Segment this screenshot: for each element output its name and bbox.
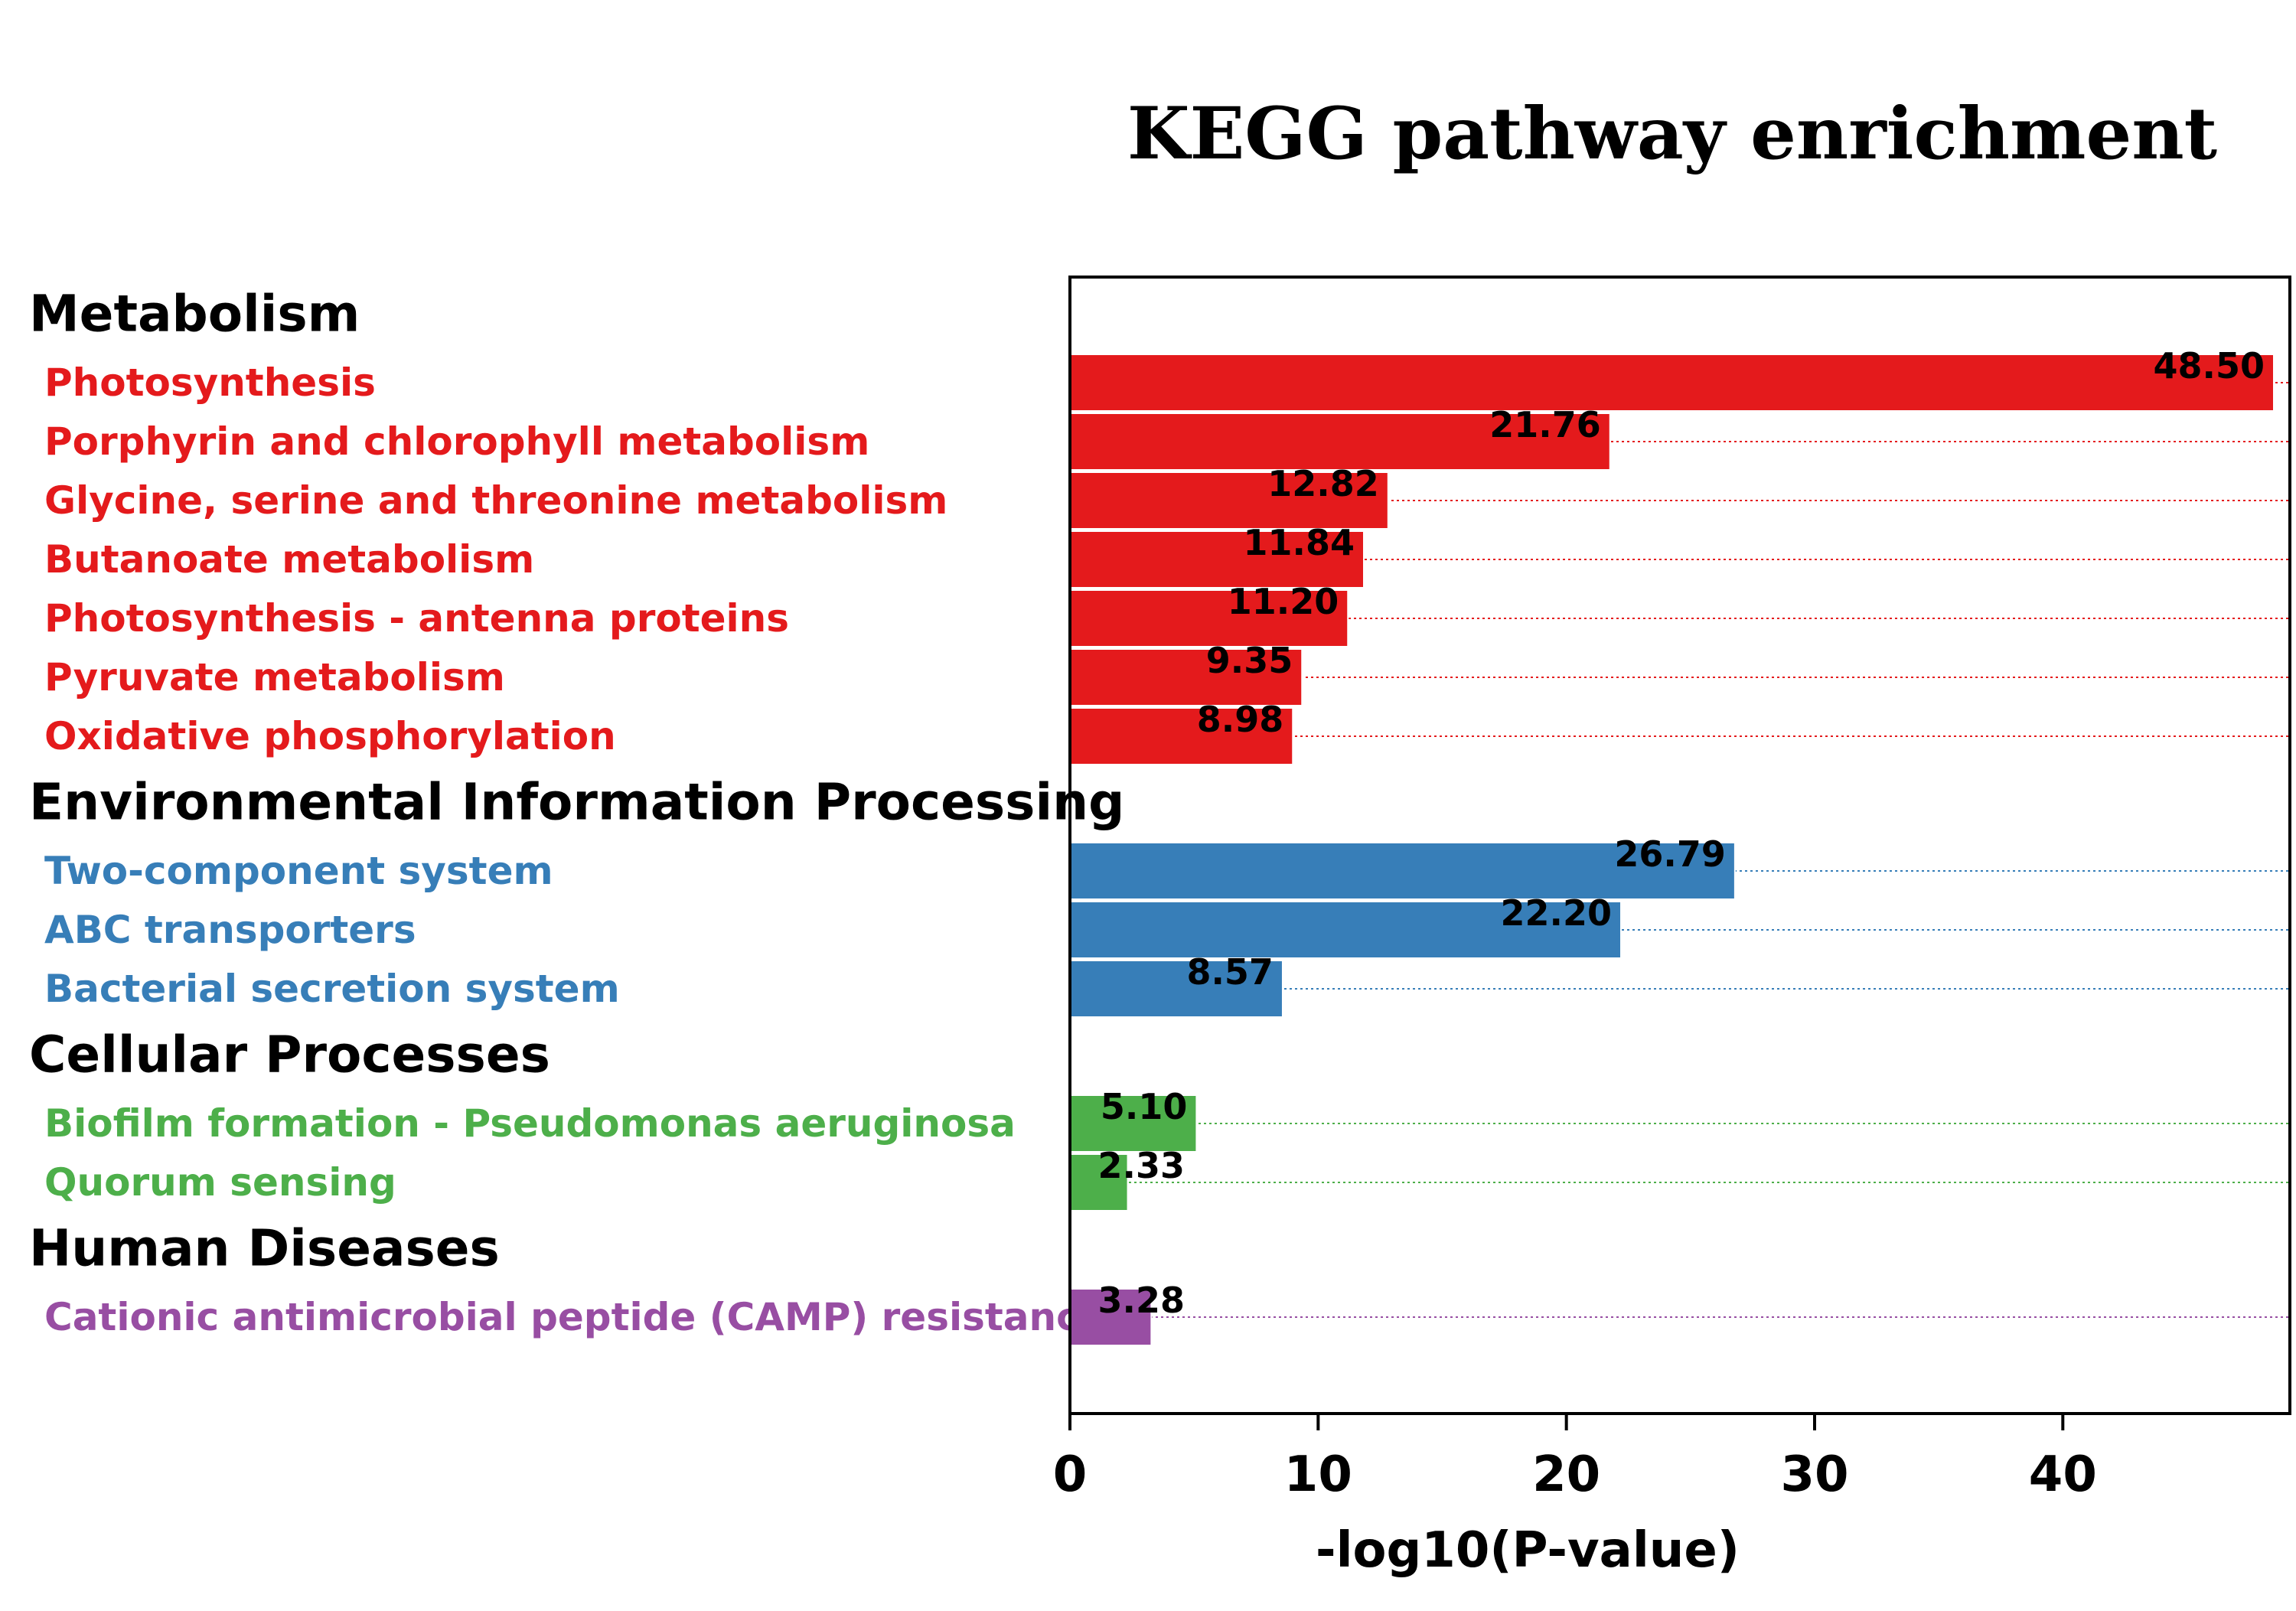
value-label: 12.82	[1267, 463, 1379, 504]
value-label: 11.20	[1228, 581, 1339, 622]
group-header: Human Diseases	[29, 1219, 500, 1278]
value-label: 26.79	[1614, 833, 1726, 875]
category-label: Biofilm formation - Pseudomonas aerugino…	[44, 1101, 1016, 1146]
value-label: 2.33	[1098, 1145, 1186, 1186]
category-label: Butanoate metabolism	[44, 537, 534, 582]
category-label: Glycine, serine and threonine metabolism	[44, 478, 947, 523]
x-tick-label: 30	[1780, 1446, 1848, 1503]
category-label: Cationic antimicrobial peptide (CAMP) re…	[44, 1295, 1105, 1339]
category-labels: Metabolism Photosynthesis Porphyrin and ch…	[29, 285, 1124, 1340]
bar	[1069, 1153, 1129, 1212]
category-label: Oxidative phosphorylation	[44, 714, 616, 758]
category-label: ABC transporters	[44, 908, 416, 952]
value-label: 11.84	[1243, 522, 1355, 563]
plot-frame	[1068, 276, 2291, 1415]
value-label: 8.57	[1186, 951, 1274, 993]
value-labels: 48.50 21.76 12.82 11.84 11.20 9.35 8.98 26.7922…	[1098, 345, 2265, 1321]
x-axis: 0 10 20 30 40	[1053, 1414, 2097, 1503]
group-header: Environmental Information Processing	[29, 773, 1124, 832]
bar	[1069, 589, 1349, 647]
x-tick-label: 10	[1284, 1446, 1352, 1503]
bar	[1069, 471, 1389, 530]
value-label: 22.20	[1500, 892, 1612, 934]
category-label: Photosynthesis	[44, 360, 376, 405]
value-label: 5.10	[1101, 1086, 1188, 1127]
bar	[1069, 960, 1283, 1018]
x-tick-label: 40	[2029, 1446, 2097, 1503]
bar	[1069, 1288, 1153, 1346]
bar	[1069, 413, 1611, 471]
category-label: Photosynthesis - antenna proteins	[44, 596, 789, 641]
category-label: Two-component system	[44, 849, 553, 893]
category-label: Bacterial secretion system	[44, 967, 620, 1011]
bar	[1069, 530, 1365, 589]
x-axis-label: -log10(P-value)	[1316, 1522, 1740, 1579]
value-label: 8.98	[1197, 699, 1284, 740]
bar	[1069, 707, 1294, 765]
chart-title: KEGG pathway enrichment	[1127, 92, 2217, 176]
category-label: Porphyrin and chlorophyll metabolism	[44, 419, 869, 464]
group-header: Cellular Processes	[29, 1026, 550, 1084]
bars	[1069, 354, 2275, 1346]
value-label: 21.76	[1489, 404, 1601, 445]
bar	[1069, 354, 2275, 412]
category-label: Pyruvate metabolism	[44, 655, 505, 700]
value-label: 3.28	[1098, 1280, 1186, 1321]
value-label: 48.50	[2153, 345, 2265, 386]
group-header: Metabolism	[29, 285, 360, 344]
value-label: 9.35	[1206, 640, 1293, 681]
x-tick-label: 20	[1532, 1446, 1600, 1503]
bar	[1069, 1094, 1198, 1153]
category-label: Quorum sensing	[44, 1160, 396, 1205]
x-tick-label: 0	[1053, 1446, 1088, 1503]
